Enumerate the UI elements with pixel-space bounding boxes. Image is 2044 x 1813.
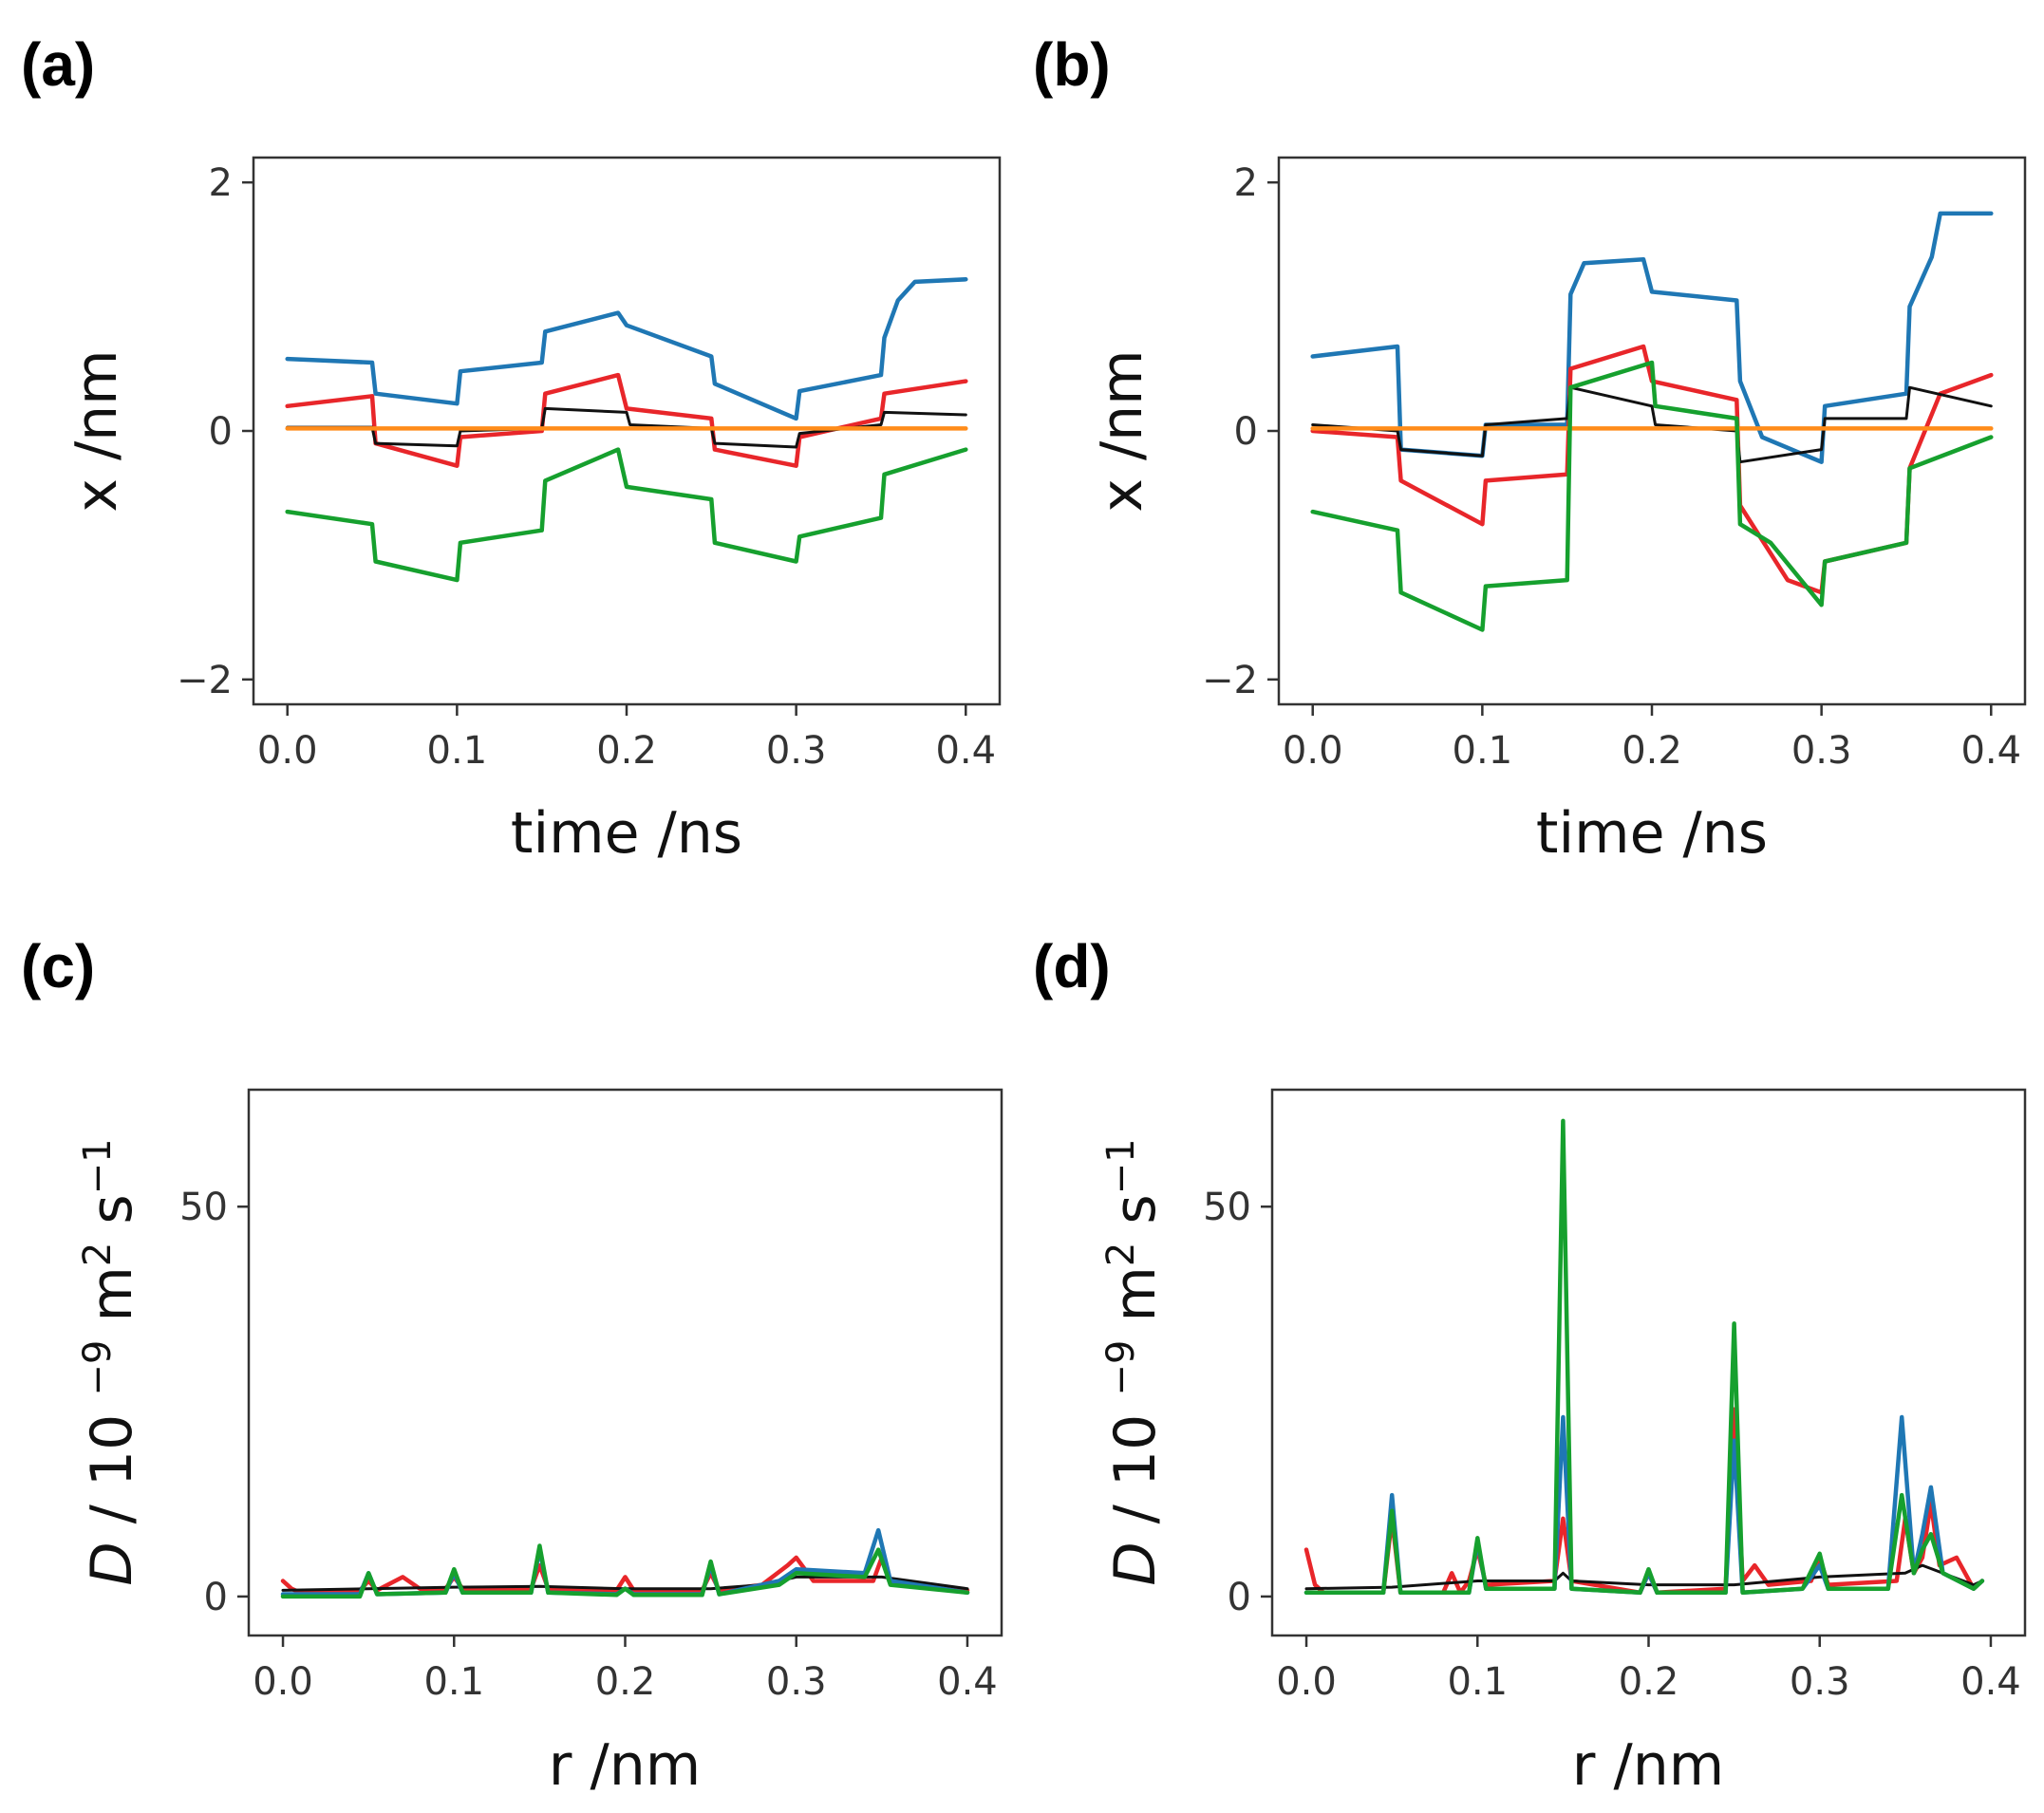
x-tick-label: 0.4: [1960, 1660, 2021, 1704]
plot-frame-a: [252, 156, 1002, 706]
tick-layer-c: 0.0 0.1 0.2 0.3 0.4 0 50: [179, 1186, 998, 1704]
y-tick-label: 0: [209, 410, 233, 454]
tick-layer-b: 0.0 0.1 0.2 0.3 0.4 −2 0 2: [1202, 161, 2021, 773]
panel-d: (d) 0.0 0.1 0.2 0.3 0.4 0 50 r /nm D / 10 −9 m…: [1033, 932, 2027, 1799]
series-blue-line-d: [1303, 1414, 1985, 1596]
panel-c: (c) 0.0 0.1 0.2 0.3 0.4 0 50 r /nm D / 10 −9 m…: [21, 932, 1003, 1799]
panel-label-c: (c): [21, 932, 95, 1000]
series-black-line-b: [1311, 385, 1993, 464]
y-tick-label: 2: [1234, 161, 1258, 205]
x-tick-label: 0.1: [1447, 1660, 1508, 1704]
x-tick-label: 0.3: [766, 1660, 827, 1704]
x-tick-label: 0.4: [937, 1660, 998, 1704]
panel-b: (b) 0.0 0.1 0.2 0.3 0.4 −2 0 2 time /ns x /nm: [1033, 30, 2027, 867]
x-tick-label: 0.4: [1960, 729, 2021, 773]
series-layer-b: [1310, 211, 1994, 632]
x-axis-label-a: time /ns: [511, 800, 742, 867]
plot-frame-c: [247, 1088, 1003, 1637]
y-tick-label: 0: [1228, 1576, 1251, 1619]
series-green-line-d: [1303, 1118, 1985, 1596]
x-tick-label: 0.1: [1453, 729, 1513, 773]
panel-label-d: (d): [1033, 932, 1111, 1000]
series-layer-c: [280, 1527, 970, 1599]
y-axis-label-a: x /nm: [64, 349, 130, 512]
y-tick-label: 50: [1203, 1186, 1251, 1229]
tick-layer-d: 0.0 0.1 0.2 0.3 0.4 0 50: [1203, 1186, 2021, 1704]
x-tick-label: 0.0: [1276, 1660, 1337, 1704]
series-red-line-a: [285, 372, 968, 468]
x-tick-label: 0.2: [596, 729, 657, 773]
series-red-line-d: [1303, 1407, 1985, 1596]
x-tick-label: 0.2: [1622, 729, 1682, 773]
x-tick-label: 0.1: [423, 1660, 484, 1704]
x-tick-label: 0.0: [257, 729, 318, 773]
panel-label-b: (b): [1033, 30, 1111, 99]
x-axis-label-c: r /nm: [549, 1732, 701, 1799]
series-green-line-b: [1310, 360, 1994, 632]
y-axis-label-d: D / 10 −9 m2 s−1: [1099, 1138, 1169, 1585]
series-black-line-d: [1304, 1563, 1984, 1591]
x-tick-label: 0.2: [595, 1660, 656, 1704]
series-green-line-c: [280, 1543, 970, 1599]
x-tick-label: 0.3: [766, 729, 827, 773]
series-layer-d: [1303, 1118, 1985, 1596]
series-layer-a: [285, 277, 968, 583]
series-blue-line-a: [285, 277, 968, 421]
panel-label-a: (a): [21, 30, 95, 99]
x-tick-label: 0.0: [253, 1660, 313, 1704]
series-green-line-a: [285, 447, 968, 583]
panel-a: (a) 0.0 0.1 0.2 0.3 0.4 −2 0 2 time /ns x /nm: [21, 30, 1002, 867]
y-tick-label: 2: [209, 161, 233, 205]
y-tick-label: 50: [179, 1186, 228, 1229]
x-tick-label: 0.3: [1790, 1660, 1850, 1704]
x-tick-label: 0.0: [1283, 729, 1343, 773]
y-tick-label: 0: [204, 1576, 228, 1619]
x-tick-label: 0.4: [935, 729, 996, 773]
x-tick-label: 0.3: [1791, 729, 1852, 773]
y-axis-label-b: x /nm: [1089, 349, 1155, 512]
x-tick-label: 0.1: [427, 729, 488, 773]
x-axis-label-d: r /nm: [1572, 1732, 1724, 1799]
series-blue-line-b: [1310, 211, 1994, 464]
y-tick-label: −2: [177, 659, 233, 702]
tick-layer-a: 0.0 0.1 0.2 0.3 0.4 −2 0 2: [177, 161, 996, 773]
y-tick-label: 0: [1234, 410, 1258, 454]
x-axis-label-b: time /ns: [1536, 800, 1768, 867]
y-tick-label: −2: [1202, 659, 1258, 702]
x-tick-label: 0.2: [1619, 1660, 1679, 1704]
y-axis-label-c: D / 10 −9 m2 s−1: [76, 1138, 145, 1585]
